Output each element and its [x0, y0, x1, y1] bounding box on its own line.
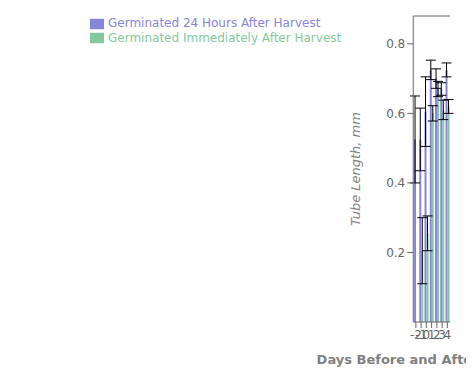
svg-text:0.6: 0.6 — [386, 107, 405, 121]
svg-text:1: 1 — [427, 327, 436, 342]
html-text:Germinated Immediately After H: Germinated Immediately After Harvest — [108, 30, 342, 45]
svg-text:2: 2 — [433, 327, 441, 342]
svg-text:0.8: 0.8 — [386, 37, 405, 51]
html-text:Germinated 24 Hours After Harv: Germinated 24 Hours After Harvest — [108, 16, 321, 30]
svg-text:4: 4 — [444, 328, 452, 342]
svg-text:-1: -1 — [415, 327, 428, 342]
svg-text:0.2: 0.2 — [386, 246, 405, 260]
svg-text:0.4: 0.4 — [386, 176, 405, 190]
svg-text:3: 3 — [438, 327, 446, 342]
svg-text:Tube Length, mm: Tube Length, mm — [348, 112, 363, 226]
svg-text:0: 0 — [422, 327, 431, 342]
svg-text:Days Before and After Anthesis: Days Before and After Anthesis — [317, 352, 466, 367]
